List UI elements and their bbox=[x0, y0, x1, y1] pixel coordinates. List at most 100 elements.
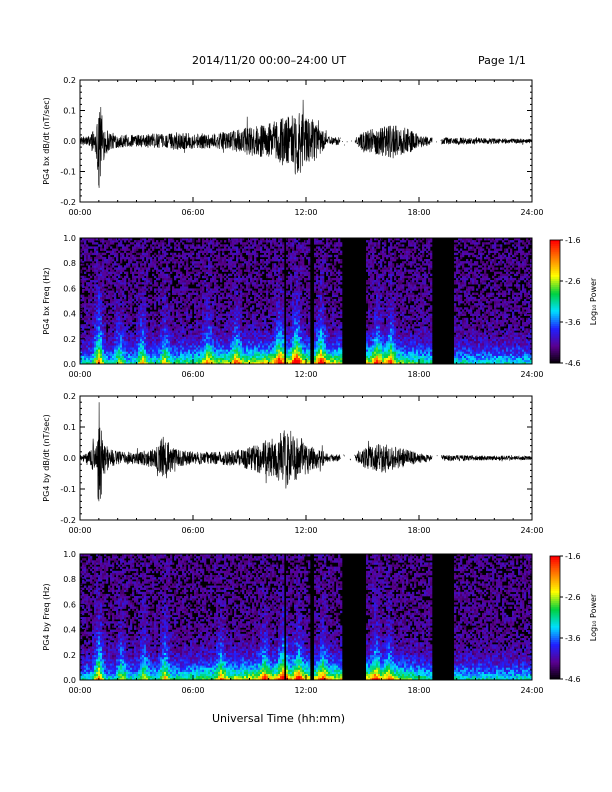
spectrogram-cell bbox=[252, 347, 255, 350]
spectrogram-cell bbox=[224, 256, 227, 260]
spectrogram-cell bbox=[254, 296, 257, 300]
spectrogram-cell bbox=[90, 263, 93, 266]
spectrogram-cell bbox=[274, 244, 277, 247]
spectrogram-cell bbox=[250, 280, 253, 283]
spectrogram-cell bbox=[240, 271, 243, 274]
spectrogram-cell bbox=[268, 361, 271, 365]
spectrogram-cell bbox=[254, 292, 257, 295]
spectrogram-cell bbox=[228, 292, 231, 295]
spectrogram-cell bbox=[218, 334, 221, 337]
spectrogram-cell bbox=[184, 298, 187, 302]
spectrogram-cell bbox=[88, 330, 91, 333]
spectrogram-cell bbox=[274, 326, 277, 329]
spectrogram-cell bbox=[166, 301, 169, 304]
spectrogram-cell bbox=[92, 284, 95, 287]
spectrogram-cell bbox=[108, 292, 111, 295]
spectrogram-cell bbox=[160, 269, 163, 272]
spectrogram-cell bbox=[84, 317, 87, 321]
spectrogram-cell bbox=[184, 254, 187, 258]
spectrogram-cell bbox=[252, 324, 255, 327]
spectrogram-cell bbox=[142, 273, 145, 277]
spectrogram-cell bbox=[194, 334, 197, 337]
spectrogram-cell bbox=[96, 286, 99, 289]
spectrogram-cell bbox=[270, 259, 273, 262]
spectrogram-cell bbox=[168, 288, 171, 291]
spectrogram-cell bbox=[100, 322, 103, 325]
spectrogram-cell bbox=[130, 256, 133, 260]
spectrogram-cell bbox=[160, 311, 163, 314]
spectrogram-cell bbox=[144, 317, 147, 321]
spectrogram-cell bbox=[210, 355, 213, 358]
spectrogram-cell bbox=[82, 343, 85, 346]
spectrogram-cell bbox=[104, 340, 107, 344]
spectrogram-cell bbox=[228, 345, 231, 348]
spectrogram-cell bbox=[228, 288, 231, 291]
spectrogram-cell bbox=[132, 332, 135, 335]
spectrogram-cell bbox=[220, 311, 223, 314]
spectrogram-cell bbox=[188, 361, 191, 365]
spectrogram-cell bbox=[266, 259, 269, 262]
spectrogram-cell bbox=[132, 361, 135, 365]
spectrogram-cell bbox=[128, 280, 131, 283]
spectrogram-cell bbox=[144, 345, 147, 348]
spectrogram-cell bbox=[278, 267, 281, 270]
spectrogram-cell bbox=[138, 269, 141, 272]
spectrogram-cell bbox=[182, 324, 185, 327]
spectrogram-cell bbox=[172, 288, 175, 291]
spectrogram-cell bbox=[204, 269, 207, 272]
spectrogram-cell bbox=[256, 355, 259, 358]
spectrogram-cell bbox=[130, 261, 133, 264]
spectrogram-cell bbox=[100, 275, 103, 279]
spectrogram-cell bbox=[94, 311, 97, 314]
spectrogram-cell bbox=[198, 301, 201, 304]
spectrogram-cell bbox=[88, 265, 91, 268]
spectrogram-cell bbox=[98, 301, 101, 304]
spectrogram-cell bbox=[200, 296, 203, 300]
spectrogram-cell bbox=[236, 336, 239, 340]
spectrogram-cell bbox=[92, 246, 95, 249]
spectrogram-cell bbox=[272, 319, 275, 323]
spectrogram-cell bbox=[86, 338, 89, 342]
spectrogram-cell bbox=[152, 254, 155, 258]
spectrogram-cell bbox=[164, 334, 167, 337]
spectrogram-cell bbox=[162, 271, 165, 274]
spectrogram-cell bbox=[114, 317, 117, 321]
spectrogram-cell bbox=[150, 338, 153, 342]
spectrogram-cell bbox=[266, 338, 269, 342]
spectrogram-cell bbox=[114, 254, 117, 258]
spectrogram-cell bbox=[126, 263, 129, 266]
spectrogram-cell bbox=[206, 284, 209, 287]
spectrogram-cell bbox=[106, 250, 109, 253]
spectrogram-cell bbox=[138, 351, 141, 354]
spectrogram-cell bbox=[238, 290, 241, 293]
spectrogram-cell bbox=[110, 311, 113, 314]
spectrogram-cell bbox=[98, 267, 101, 270]
spectrogram-cell bbox=[92, 303, 95, 306]
spectrogram-cell bbox=[108, 322, 111, 325]
spectrogram-cell bbox=[182, 347, 185, 350]
spectrogram-cell bbox=[128, 282, 131, 285]
spectrogram-cell bbox=[186, 311, 189, 314]
spectrogram-cell bbox=[132, 275, 135, 279]
spectrogram-cell bbox=[88, 309, 91, 312]
spectrogram-cell bbox=[164, 286, 167, 289]
spectrogram-cell bbox=[192, 338, 195, 342]
spectrogram-cell bbox=[214, 277, 217, 281]
spectrogram-cell bbox=[140, 305, 143, 308]
spectrogram-cell bbox=[286, 332, 289, 335]
spectrogram-cell bbox=[84, 256, 87, 260]
spectrogram-cell bbox=[280, 351, 283, 354]
spectrogram-cell bbox=[254, 238, 257, 241]
spectrogram-cell bbox=[118, 351, 121, 354]
spectrogram-cell bbox=[274, 357, 277, 361]
spectrogram-cell bbox=[148, 301, 151, 304]
spectrogram-cell bbox=[116, 256, 119, 260]
spectrogram-cell bbox=[146, 351, 149, 354]
spectrogram-cell bbox=[202, 338, 205, 342]
spectrogram-cell bbox=[274, 328, 277, 331]
spectrogram-cell bbox=[134, 361, 137, 365]
spectrogram-cell bbox=[274, 303, 277, 306]
spectrogram-cell bbox=[184, 328, 187, 331]
spectrogram-cell bbox=[280, 288, 283, 291]
spectrogram-cell bbox=[136, 355, 139, 358]
